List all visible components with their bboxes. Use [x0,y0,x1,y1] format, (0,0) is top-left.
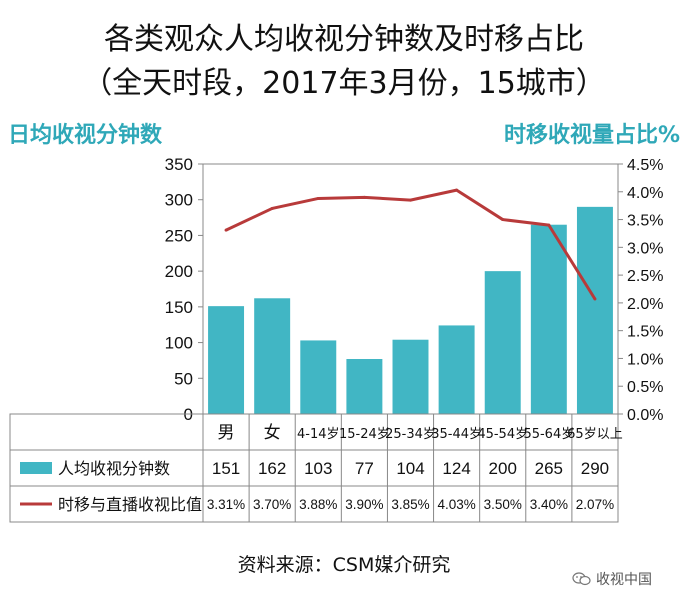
line-point [501,218,505,222]
bar [392,339,429,414]
right-tick-label: 4.0% [627,185,663,202]
category-label: 45-54岁 [477,427,528,442]
bar-value-label: 103 [304,459,332,478]
left-tick-label: 50 [174,369,193,388]
data-table [9,413,619,523]
right-tick-label: 4.5% [627,157,663,174]
right-tick-label: 1.0% [627,351,663,368]
left-tick-label: 200 [165,262,193,281]
line-value-label: 3.40% [530,497,568,512]
wechat-icon [572,572,591,586]
bar-value-label: 77 [355,459,374,478]
line-value-label: 3.50% [484,497,522,512]
source-note: 资料来源：CSM媒介研究 [237,554,451,576]
bar-value-label: 265 [535,459,563,478]
bar-value-label: 124 [442,459,470,478]
legend-line-label: 时移与直播收视比值 [58,495,202,514]
line-value-label: 2.07% [576,497,614,512]
left-tick-label: 300 [165,191,193,210]
line-value-label: 3.90% [345,497,383,512]
bar-value-label: 162 [258,459,286,478]
left-tick-label: 250 [165,226,193,245]
chart-title-line1: 各类观众人均收视分钟数及时移占比 [104,22,584,57]
category-label: 25-34岁 [385,427,436,442]
right-tick-label: 3.0% [627,240,663,257]
line-value-label: 4.03% [437,497,475,512]
right-tick-label: 1.5% [627,324,663,341]
right-tick-label: 0.0% [627,407,663,424]
bar [254,298,291,414]
bar [438,325,475,414]
right-tick-label: 2.0% [627,296,663,313]
right-tick-label: 0.5% [627,379,663,396]
bar [300,340,337,414]
bar [346,359,383,414]
legend-bar-label: 人均收视分钟数 [58,459,170,478]
line-point [409,198,412,202]
category-label: 男 [218,423,235,443]
bar [484,271,521,414]
category-label: 15-24岁 [339,427,390,442]
category-label: 4-14岁 [297,427,340,442]
bar-value-label: 290 [581,459,609,478]
bar-value-label: 200 [489,459,517,478]
category-label: 女 [264,423,281,443]
bar-value-label: 151 [212,459,240,478]
left-tick-label: 350 [165,155,193,174]
right-tick-label: 3.5% [627,213,663,230]
right-axis-title: 时移收视量占比% [503,123,680,148]
line-value-label: 3.88% [299,497,337,512]
bar-value-label: 104 [396,459,424,478]
left-axis-title: 日均收视分钟数 [8,123,163,148]
bar [530,224,567,414]
watermark: 收视中国 [572,569,652,589]
line-value-label: 3.31% [207,497,245,512]
category-label: 35-44岁 [431,427,482,442]
right-tick-label: 2.5% [627,268,663,285]
watermark-text: 收视中国 [596,572,652,588]
bar [208,306,245,414]
left-tick-label: 150 [165,298,193,317]
line-point [547,223,551,227]
bar [576,206,613,414]
line-value-label: 3.70% [253,497,291,512]
line-point [270,206,274,210]
category-label: 65岁以上 [567,427,623,442]
line-point [593,297,597,301]
category-label: 55-64岁 [523,427,574,442]
left-tick-label: 100 [165,334,193,353]
chart-title-line2: （全天时段，2017年3月份，15城市） [82,66,606,101]
legend-bar-swatch [20,462,52,474]
line-point [224,228,228,232]
line-value-label: 3.85% [391,497,429,512]
line-point [362,195,366,199]
line-point [455,188,459,192]
line-point [316,196,320,200]
